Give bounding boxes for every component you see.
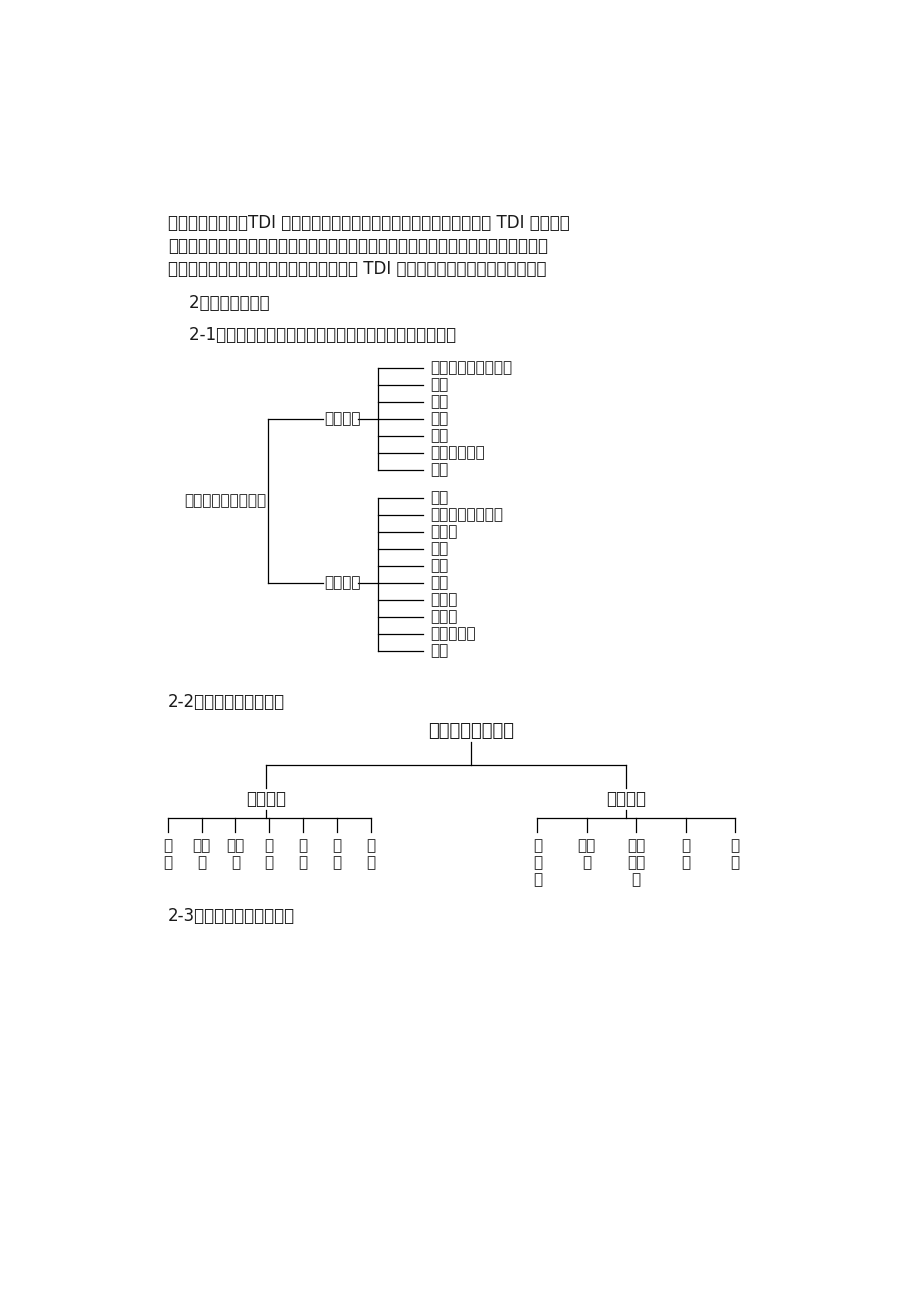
Text: 喹吖
啶酮
红: 喹吖 啶酮 红 [627,837,644,888]
Text: 喹吖啶酮红: 喹吖啶酮红 [430,626,475,641]
Text: 铁
红: 铁 红 [298,837,307,870]
Text: 钛
白: 钛 白 [163,837,172,870]
Text: 们不得不改进技术，从而生产出群众热爱的 TDI 含量合科要求的木器涂料新品种。: 们不得不改进技术，从而生产出群众热爱的 TDI 含量合科要求的木器涂料新品种。 [167,260,546,279]
Text: 大
红
粉: 大 红 粉 [532,837,541,888]
Text: 颜料按生产方法分类: 颜料按生产方法分类 [184,493,266,508]
Text: 铁兰: 铁兰 [430,542,448,556]
Text: 朱砂（辰砂、丹砂）: 朱砂（辰砂、丹砂） [430,361,512,375]
Text: 其他: 其他 [430,643,448,658]
Text: 铁
兰: 铁 兰 [265,837,274,870]
Text: 2、次要成膜物质: 2、次要成膜物质 [167,294,269,312]
Text: 颜料按其组成分类: 颜料按其组成分类 [428,723,514,741]
Text: 钛白: 钛白 [430,491,448,505]
Text: 钛菁兰: 钛菁兰 [430,609,458,624]
Text: 锌钡白（立德粉）: 锌钡白（立德粉） [430,508,503,522]
Text: 2-1、颜料按其生产方法来分类可分为天然颜料和合成颜料: 2-1、颜料按其生产方法来分类可分为天然颜料和合成颜料 [167,327,455,345]
Text: 2-2、颜料按其组成分类: 2-2、颜料按其组成分类 [167,693,285,711]
Text: 靛青（靛兰）: 靛青（靛兰） [430,445,484,460]
Text: 铅铬黄: 铅铬黄 [430,525,458,539]
Text: 靛
兰: 靛 兰 [680,837,689,870]
Text: 2-3、颜料按化学结构分类: 2-3、颜料按化学结构分类 [167,907,294,924]
Text: 铁红: 铁红 [430,559,448,573]
Text: 其它: 其它 [430,462,448,477]
Text: 红土: 红土 [430,378,448,392]
Text: 铜绿: 铜绿 [430,411,448,426]
Text: 雄黄: 雄黄 [430,395,448,409]
Text: 其
它: 其 它 [366,837,375,870]
Text: 铅铬
黄: 铅铬 黄 [226,837,244,870]
Text: 用提了限定标准，TDI 也在限定之列。过去我们的聚酯类的木器涂料中 TDI 的含量未: 用提了限定标准，TDI 也在限定之列。过去我们的聚酯类的木器涂料中 TDI 的含… [167,214,569,232]
Text: 锌钡
白: 锌钡 白 [192,837,210,870]
Text: 加限制。近年来，不少厂家已明确的认识到，广大群众环保、健康意识的增强，迫使他: 加限制。近年来，不少厂家已明确的认识到，广大群众环保、健康意识的增强，迫使他 [167,237,547,255]
Text: 有机颜料: 有机颜料 [606,790,646,809]
Text: 无机颜料: 无机颜料 [246,790,286,809]
Text: 大红粉: 大红粉 [430,592,458,607]
Text: 酞氰
兰: 酞氰 兰 [577,837,596,870]
Text: 红
丹: 红 丹 [332,837,341,870]
Text: 合成颜料: 合成颜料 [323,575,360,590]
Text: 其
他: 其 他 [730,837,739,870]
Text: 红丹: 红丹 [430,575,448,590]
Text: 藤黄: 藤黄 [430,428,448,443]
Text: 天然颜料: 天然颜料 [323,411,360,426]
